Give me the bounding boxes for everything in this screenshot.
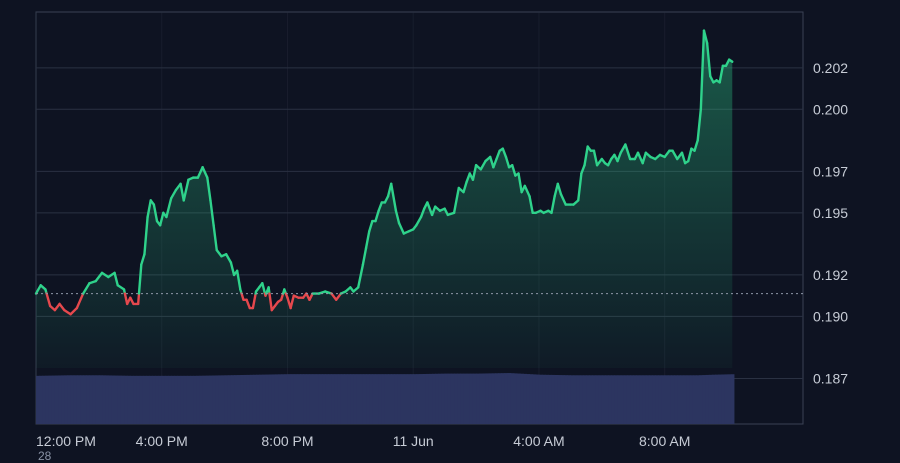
y-tick-label: 0.190 — [813, 308, 848, 324]
x-tick-label: 4:00 AM — [513, 433, 564, 449]
x-tick-label: 4:00 PM — [136, 433, 188, 449]
x-tick-label: 12:00 PM — [36, 433, 96, 449]
volume-bar — [731, 374, 735, 424]
footer-clipped-text: 28 — [38, 449, 51, 463]
y-tick-label: 0.195 — [813, 205, 848, 221]
y-tick-label: 0.197 — [813, 163, 848, 179]
x-tick-label: 8:00 AM — [639, 433, 690, 449]
y-tick-label: 0.200 — [813, 101, 848, 117]
x-tick-label: 11 Jun — [393, 433, 434, 449]
volume-bars — [36, 373, 734, 424]
y-tick-label: 0.187 — [813, 370, 848, 386]
y-tick-label: 0.192 — [813, 267, 848, 283]
price-segment — [138, 294, 139, 304]
y-tick-label: 0.202 — [813, 60, 848, 76]
price-area — [36, 31, 732, 368]
x-tick-label: 8:00 PM — [261, 433, 313, 449]
price-area-fill — [36, 31, 732, 368]
